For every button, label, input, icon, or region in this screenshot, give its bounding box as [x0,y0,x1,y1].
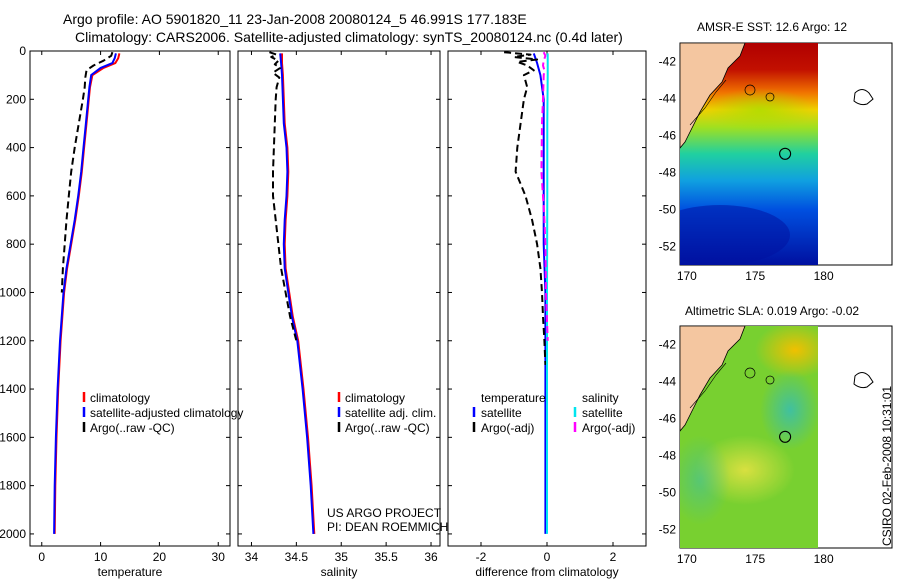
depth-tick-label: 1000 [0,285,26,299]
sst-ytick-label: -42 [659,55,677,69]
temperature-panel [29,50,231,547]
temp-xtick-label: 10 [94,550,108,564]
sla-ytick-label: -52 [659,523,677,537]
temp-xlabel: temperature [98,565,163,579]
diff-legend-label-temp-satellite: satellite [481,406,522,420]
sla-low-blob-2 [680,435,730,525]
sla-float-marker [779,430,792,443]
sal-legend-label-argo: Argo(..raw -QC) [345,421,430,435]
project-line1: US ARGO PROJECT [327,506,442,520]
sst-xtick-label: 170 [677,269,697,283]
sal-xtick-label: 34.5 [285,550,309,564]
diff-series-salinity-satellite [546,53,549,534]
sst-contour [689,79,727,126]
sal-legend-label-climatology: climatology [345,391,405,405]
depth-tick-label: 1600 [0,430,26,444]
depth-tick-label: 1400 [0,382,26,396]
sla-ytick-label: -42 [659,338,677,352]
temp-xtick-label: 20 [153,550,167,564]
axes-layer: 0 10 20 30020040060080010001200140016001800… [0,44,834,579]
sla-ytick-label: -44 [659,375,677,389]
diff-series-salinity-argo-adj- [540,51,549,341]
sla-ytick-label: -50 [659,486,677,500]
diff-legend-label-temp-argo: Argo(-adj) [481,421,534,435]
sst-island-2 [765,92,775,102]
difference-legend: temperature satellite Argo(-adj) salinit… [472,391,635,435]
diff-xlabel: difference from climatology [475,565,618,579]
sla-contour [689,362,727,409]
sal-xtick-label: 35.5 [374,550,398,564]
sal-xlabel: salinity [321,565,358,579]
depth-tick-label: 1200 [0,334,26,348]
diff-legend-salinity-header: salinity [582,391,619,405]
sla-ytick-label: -48 [659,449,677,463]
sst-ytick-label: -48 [659,166,677,180]
salinity-panel [237,50,441,547]
temp-xtick-label: 0 [38,550,45,564]
legend-label-satellite: satellite-adjusted climatology [90,406,243,420]
sla-xtick-label: 175 [745,552,765,566]
diff-xtick-label: 0 [544,550,551,564]
depth-tick-label: 600 [6,189,26,203]
sst-map: AMSR-E SST: 12.6 Argo: 12 [679,20,893,266]
depth-tick-label: 1800 [0,479,26,493]
sst-ytick-label: -46 [659,129,677,143]
depth-tick-label: 200 [6,92,26,106]
sal-xtick-label: 36 [424,550,438,564]
sla-chatham-island [853,372,874,389]
sst-ytick-label: -52 [659,240,677,254]
sst-cold-blob [680,205,790,265]
sla-island [744,367,756,379]
sst-xtick-label: 175 [745,269,765,283]
sla-low-blob [760,370,818,450]
diff-legend-label-sal-satellite: satellite [582,406,623,420]
sla-field [680,326,818,548]
sst-island [744,84,756,96]
temperature-legend: climatology satellite-adjusted climatolo… [82,391,243,435]
sst-land [680,43,746,149]
diff-series-temperature-argo-adj- [504,51,547,365]
legend-label-climatology: climatology [90,391,150,405]
legend-label-argo: Argo(..raw -QC) [90,421,175,435]
sst-map-title: AMSR-E SST: 12.6 Argo: 12 [697,20,847,34]
sla-high-blob [755,326,818,378]
sst-xtick-label: 180 [814,269,834,283]
sst-warm-blob [705,88,815,132]
diff-legend-temperature-header: temperature [481,391,546,405]
diff-xtick-label: 2 [610,550,617,564]
sla-land [680,326,746,432]
sst-ytick-label: -44 [659,92,677,106]
figure-title-line1: Argo profile: AO 5901820_11 23-Jan-2008 … [63,11,527,27]
sal-series-argo-raw-qc- [269,51,298,342]
diff-legend-label-sal-argo: Argo(-adj) [582,421,635,435]
sst-float-marker [779,147,792,160]
sal-xtick-label: 34 [245,550,259,564]
sst-field [680,43,818,265]
temp-series-satellite-adjusted-climatology [53,53,117,534]
depth-tick-label: 400 [6,141,26,155]
figure-title-line2: Climatology: CARS2006. Satellite-adjuste… [75,29,623,45]
sla-xtick-label: 170 [677,552,697,566]
sla-ytick-label: -46 [659,412,677,426]
sla-xtick-label: 180 [814,552,834,566]
sst-chatham-island [853,89,874,106]
sal-series-satellite-adj-clim- [279,53,315,534]
project-line2: PI: DEAN ROEMMICH [327,520,448,534]
sal-xtick-label: 35 [335,550,349,564]
sst-ytick-label: -50 [659,203,677,217]
depth-tick-label: 0 [19,44,26,58]
sla-island-2 [765,375,775,385]
sla-map: Altimetric SLA: 0.019 Argo: -0.02 [679,304,893,549]
sla-map-title: Altimetric SLA: 0.019 Argo: -0.02 [685,304,859,318]
depth-tick-label: 2000 [0,527,26,541]
diff-xtick-label: -2 [476,550,487,564]
series-layer [53,51,549,534]
sal-legend-label-satellite: satellite adj. clim. [345,406,436,420]
temp-xtick-label: 30 [212,550,226,564]
credit-label: CSIRO 02-Feb-2008 10:31:01 [880,386,894,546]
depth-tick-label: 800 [6,237,26,251]
salinity-legend: climatology satellite adj. clim. Argo(..… [327,391,448,534]
